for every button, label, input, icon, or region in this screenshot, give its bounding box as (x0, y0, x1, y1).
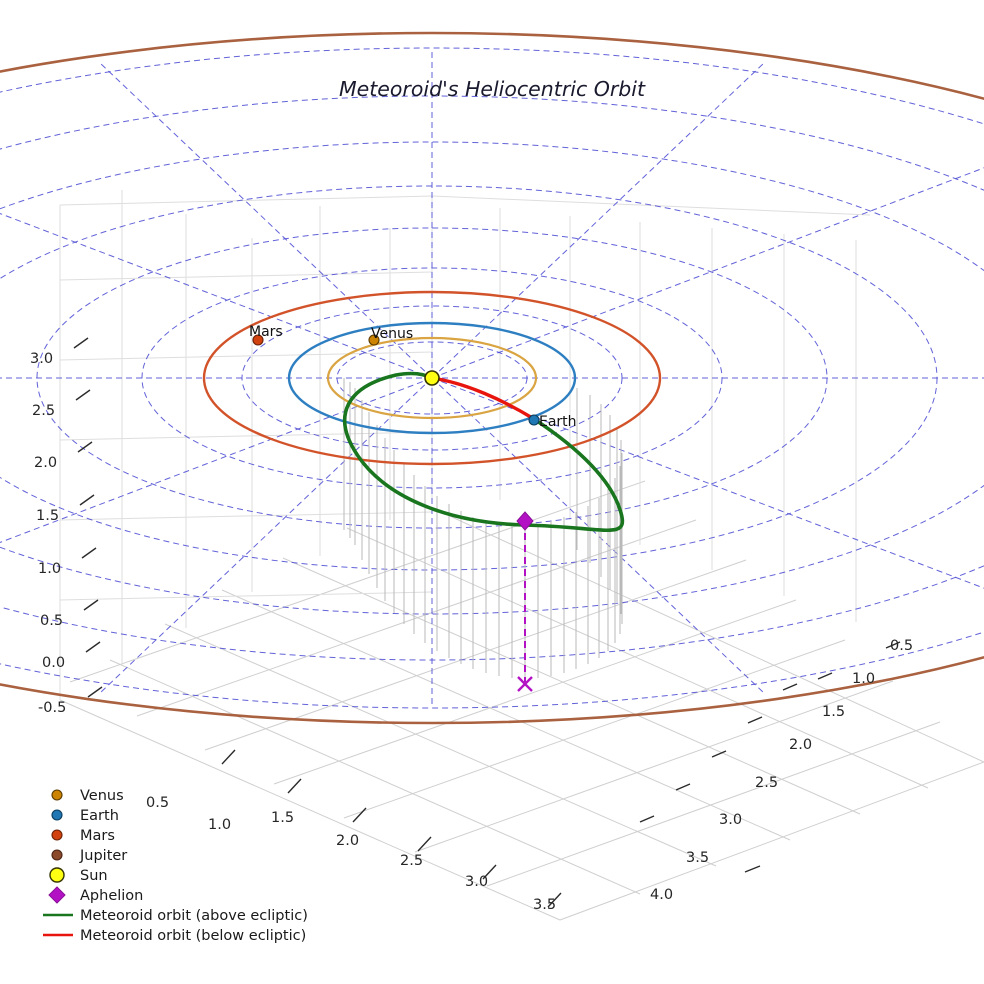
legend-label-meteoroid-above: Meteoroid orbit (above ecliptic) (80, 908, 308, 924)
venus-marker (368, 334, 380, 346)
legend: Venus Earth Mars Jupiter Sun Aphelion Me… (43, 788, 308, 944)
z-tick-3.0: 3.0 (30, 351, 53, 367)
legend-marker-venus (51, 789, 63, 801)
earth-orbit (287, 321, 577, 435)
y-tick-1.0: 1.0 (852, 671, 875, 687)
pane-grid-floor (59, 480, 984, 921)
annotation-mars: Mars (249, 324, 283, 340)
sun-marker (424, 370, 440, 386)
z-tick-1.5: 1.5 (36, 508, 59, 524)
y-tick-1.5: 1.5 (822, 704, 845, 720)
x-tick-2.5: 2.5 (400, 853, 423, 869)
legend-label-earth: Earth (80, 808, 119, 824)
legend-marker-sun (49, 867, 65, 883)
z-tick-1.0: 1.0 (38, 561, 61, 577)
y-tick-2.0: 2.0 (789, 737, 812, 753)
legend-marker-mars (51, 829, 63, 841)
polar-grid-spokes (0, 48, 984, 708)
legend-label-aphelion: Aphelion (80, 888, 143, 904)
x-tick-2.0: 2.0 (336, 833, 359, 849)
mars-marker (252, 334, 264, 346)
y-tick-0.5: 0.5 (890, 638, 913, 654)
earth-marker (528, 414, 540, 426)
x-tick-3.5: 3.5 (533, 897, 556, 913)
meteoroid-orbit-below-ecliptic (430, 376, 536, 421)
pane-grid-back-right (431, 195, 871, 622)
y-tick-2.5: 2.5 (755, 775, 778, 791)
x-axis (221, 749, 562, 908)
legend-label-meteoroid-below: Meteoroid orbit (below ecliptic) (80, 928, 306, 944)
legend-label-sun: Sun (80, 868, 108, 884)
legend-marker-jupiter (51, 849, 63, 861)
legend-label-jupiter: Jupiter (79, 848, 127, 864)
x-tick-1.5: 1.5 (271, 810, 294, 826)
page-title: Meteoroid's Heliocentric Orbit (339, 77, 646, 101)
annotation-earth: Earth (539, 414, 577, 430)
jupiter-orbit (0, 31, 984, 725)
pane-grid-back-left (59, 190, 433, 700)
venus-orbit (326, 336, 538, 420)
z-axis (73, 337, 103, 698)
y-tick-3.5: 3.5 (686, 850, 709, 866)
z-tick-0.0: 0.0 (42, 655, 65, 671)
stem-lines (343, 378, 623, 680)
z-tick--0.5: -0.5 (38, 700, 66, 716)
aphelion-marker (516, 511, 534, 531)
mars-orbit (202, 290, 662, 466)
z-tick-0.5: 0.5 (40, 613, 63, 629)
aphelion-ground-x-marker (517, 676, 533, 692)
legend-label-venus: Venus (80, 788, 124, 804)
x-tick-3.0: 3.0 (465, 874, 488, 890)
legend-label-mars: Mars (80, 828, 115, 844)
legend-marker-earth (51, 809, 63, 821)
annotation-venus: Venus (371, 326, 413, 342)
x-tick-0.5: 0.5 (146, 795, 169, 811)
legend-marker-aphelion (48, 886, 66, 904)
x-tick-1.0: 1.0 (208, 817, 231, 833)
y-tick-4.0: 4.0 (650, 887, 673, 903)
y-tick-3.0: 3.0 (719, 812, 742, 828)
z-tick-2.5: 2.5 (32, 403, 55, 419)
meteoroid-orbit-above-ecliptic (342, 371, 625, 533)
y-axis (639, 641, 901, 873)
z-tick-2.0: 2.0 (34, 455, 57, 471)
